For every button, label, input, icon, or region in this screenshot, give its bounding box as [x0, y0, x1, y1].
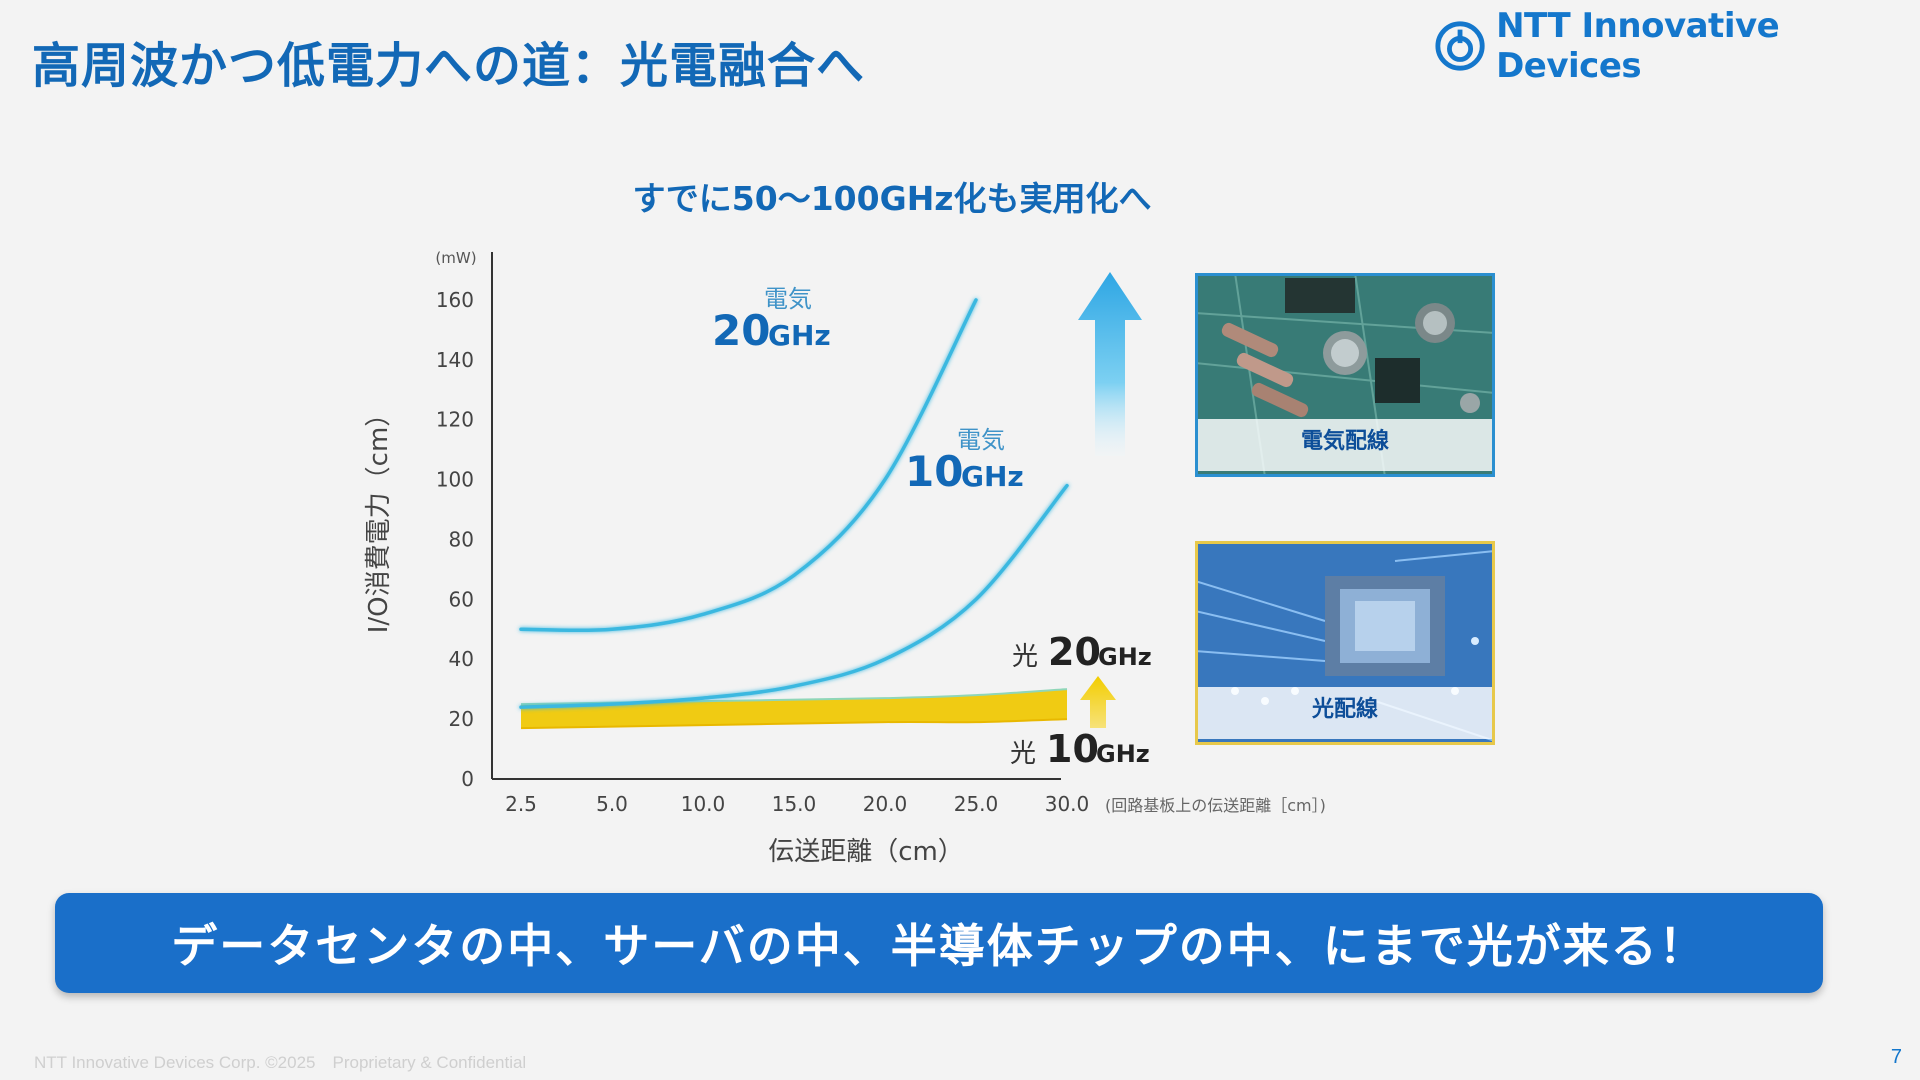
series-label-value: 20	[712, 306, 770, 355]
series-label-value: 10	[1046, 727, 1099, 771]
y-tick-label: 60	[449, 587, 474, 611]
y-tick-label: 20	[449, 707, 474, 731]
optical-wiring-label: 光配線	[1311, 697, 1378, 722]
electrical-wiring-label: 電気配線	[1300, 429, 1389, 454]
y-tick-label: 160	[436, 288, 474, 312]
series-line-electrical-20ghz	[519, 298, 978, 633]
x-tick-label: 20.0	[863, 792, 908, 816]
series-label-type: 電気	[764, 285, 812, 313]
optical-band	[521, 689, 1067, 729]
ntt-logo: NTT Innovative Devices	[1434, 6, 1920, 86]
series-label-unit: GHz	[961, 460, 1024, 493]
y-tick-label: 80	[449, 527, 474, 551]
x-tick-label: 30.0	[1045, 792, 1090, 816]
ntt-logo-icon	[1435, 21, 1485, 71]
x-axis-note: (回路基板上の伝送距離［cm］)	[1105, 796, 1326, 815]
up-arrow-yellow	[1080, 676, 1116, 728]
banner-text: データセンタの中、サーバの中、半導体チップの中、にまで光が来る！	[171, 919, 1707, 973]
electrical-wiring-photo: 電気配線	[1195, 273, 1495, 477]
logo-text: NTT Innovative Devices	[1496, 6, 1780, 86]
x-tick-label: 25.0	[954, 792, 999, 816]
y-axis-label: I/O消費電力（cm）	[364, 401, 394, 634]
optical-wiring-photo: 光配線	[1195, 541, 1495, 745]
series-line-optical-10ghz	[520, 718, 1068, 730]
y-tick-label: 40	[449, 647, 474, 671]
series-label-unit: GHz	[768, 319, 831, 352]
x-tick-label: 10.0	[681, 792, 726, 816]
x-tick-label: 5.0	[596, 792, 628, 816]
x-axis-label: 伝送距離（cm）	[768, 837, 964, 867]
series-label-value: 20	[1048, 630, 1101, 674]
y-unit: (mW)	[435, 249, 476, 267]
chart-subtitle: すでに50～100GHz化も実用化へ	[632, 179, 1151, 218]
footer-copyright: NTT Innovative Devices Corp. ©2025 Propr…	[34, 1053, 527, 1072]
conclusion-banner: データセンタの中、サーバの中、半導体チップの中、にまで光が来る！	[55, 893, 1823, 993]
series-line-electrical-10ghz	[519, 483, 1069, 709]
series-label-value: 10	[905, 447, 963, 496]
series-label-prefix: 光	[1010, 739, 1036, 769]
series-label-unit: GHz	[1098, 643, 1152, 671]
series-label-prefix: 光	[1012, 642, 1038, 672]
series-label-unit: GHz	[1096, 740, 1150, 768]
series-label-type: 電気	[957, 426, 1005, 454]
y-tick-label: 120	[436, 408, 474, 432]
page-number: 7	[1890, 1046, 1902, 1068]
y-tick-label: 100	[436, 468, 474, 492]
up-arrow-blue	[1078, 272, 1142, 456]
y-tick-label: 0	[461, 767, 474, 791]
slide-title: 高周波かつ低電力への道：光電融合へ	[32, 38, 866, 94]
x-tick-label: 15.0	[772, 792, 817, 816]
x-tick-label: 2.5	[505, 792, 537, 816]
y-tick-label: 140	[436, 348, 474, 372]
